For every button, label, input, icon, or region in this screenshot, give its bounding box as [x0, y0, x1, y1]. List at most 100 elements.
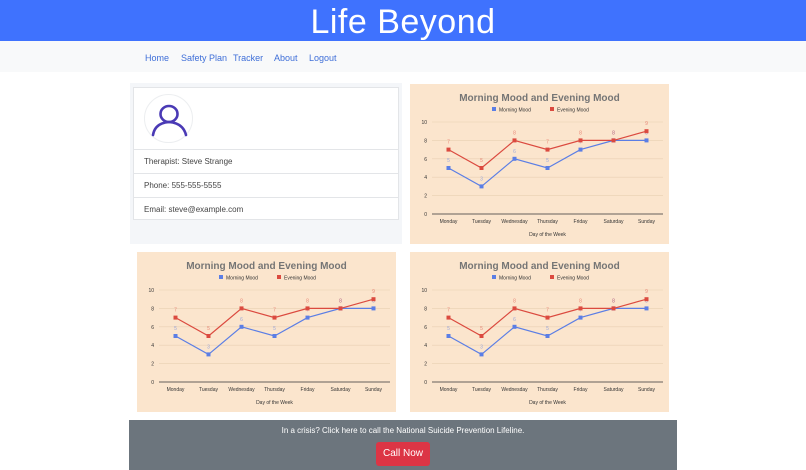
x-tick-label: Thursday: [537, 387, 558, 393]
data-label: 6: [513, 149, 516, 155]
crisis-footer: In a crisis? Click here to call the Nati…: [129, 420, 677, 470]
data-point: [644, 306, 649, 311]
data-label: 8: [579, 298, 582, 304]
legend-swatch-icon: [492, 275, 496, 279]
x-tick-label: Friday: [301, 387, 315, 393]
data-label: 3: [480, 176, 483, 182]
data-point: [272, 315, 277, 320]
legend-label: Morning Mood: [226, 276, 258, 282]
x-tick-label: Monday: [440, 219, 458, 225]
data-label: 8: [612, 298, 615, 304]
data-label: 5: [207, 326, 210, 332]
nav-logout[interactable]: Logout: [309, 53, 337, 63]
chart-title: Morning Mood and Evening Mood: [459, 93, 620, 104]
site-header: Life Beyond: [0, 0, 806, 41]
data-label: 8: [513, 130, 516, 136]
data-point: [578, 138, 583, 143]
y-tick-label: 6: [424, 325, 427, 331]
data-point: [611, 138, 616, 143]
legend-swatch-icon: [277, 275, 281, 279]
data-point: [239, 306, 244, 311]
data-point: [512, 156, 517, 161]
y-tick-label: 0: [424, 212, 427, 218]
data-point: [479, 166, 484, 170]
therapist-card: Therapist: Steve Strange Phone: 555-555-…: [133, 87, 399, 220]
y-tick-label: 8: [151, 306, 154, 312]
nav-about[interactable]: About: [274, 53, 298, 63]
data-label: 7: [447, 308, 450, 314]
therapist-name: Therapist: Steve Strange: [134, 149, 398, 172]
x-tick-label: Sunday: [638, 387, 655, 393]
x-tick-label: Saturday: [603, 387, 624, 393]
data-label: 8: [645, 298, 648, 304]
data-label: 5: [174, 326, 177, 332]
nav-home[interactable]: Home: [145, 53, 170, 63]
data-point: [479, 184, 484, 189]
call-now-button[interactable]: Call Now: [376, 442, 430, 466]
y-tick-label: 6: [151, 325, 154, 331]
data-label: 7: [546, 308, 549, 314]
legend-swatch-icon: [550, 275, 554, 279]
data-point: [512, 138, 517, 143]
data-point: [371, 306, 376, 311]
crisis-text[interactable]: In a crisis? Click here to call the Nati…: [281, 426, 525, 435]
data-label: 3: [480, 344, 483, 350]
data-label: 8: [339, 298, 342, 304]
y-tick-label: 2: [151, 362, 154, 368]
x-tick-label: Sunday: [638, 219, 655, 225]
y-tick-label: 10: [148, 288, 154, 294]
data-label: 5: [546, 326, 549, 332]
therapist-phone: Phone: 555-555-5555: [134, 173, 398, 196]
data-point: [239, 324, 244, 329]
y-tick-label: 10: [421, 288, 427, 294]
data-point: [338, 306, 343, 311]
data-point: [446, 334, 451, 338]
y-tick-label: 8: [424, 138, 427, 144]
legend-label: Morning Mood: [499, 108, 531, 114]
data-label: 9: [645, 289, 648, 295]
x-axis-label: Day of the Week: [256, 400, 293, 406]
data-label: 5: [273, 326, 276, 332]
data-label: 5: [447, 158, 450, 164]
legend-label: Evening Mood: [557, 108, 589, 114]
mood-chart-3: Morning Mood and Evening Mood Morning Moo…: [410, 252, 669, 412]
data-label: 8: [306, 298, 309, 304]
data-point: [272, 334, 277, 338]
mood-chart-2: Morning Mood and Evening Mood Morning Moo…: [137, 252, 396, 412]
y-tick-label: 10: [421, 120, 427, 126]
data-point: [479, 352, 484, 357]
data-point: [512, 324, 517, 329]
x-tick-label: Monday: [167, 387, 185, 393]
data-point: [545, 166, 550, 170]
data-label: 6: [240, 317, 243, 323]
data-point: [206, 334, 211, 338]
data-label: 8: [645, 130, 648, 136]
legend-swatch-icon: [492, 107, 496, 111]
data-point: [578, 147, 583, 152]
data-label: 8: [612, 130, 615, 136]
y-tick-label: 0: [424, 380, 427, 386]
x-tick-label: Friday: [574, 219, 588, 225]
data-label: 9: [645, 121, 648, 127]
data-point: [305, 315, 310, 320]
y-tick-label: 4: [424, 175, 427, 181]
data-point: [578, 315, 583, 320]
x-tick-label: Wednesday: [501, 219, 528, 225]
nav-tracker[interactable]: Tracker: [233, 53, 264, 63]
legend-swatch-icon: [550, 107, 554, 111]
therapist-panel: Therapist: Steve Strange Phone: 555-555-…: [130, 83, 402, 244]
data-point: [545, 315, 550, 320]
data-point: [611, 306, 616, 311]
y-tick-label: 0: [151, 380, 154, 386]
x-tick-label: Saturday: [603, 219, 624, 225]
data-label: 7: [174, 308, 177, 314]
data-label: 8: [372, 298, 375, 304]
chart-title: Morning Mood and Evening Mood: [459, 261, 620, 272]
nav-safety-plan[interactable]: Safety Plan: [181, 53, 228, 63]
data-label: 8: [339, 298, 342, 304]
data-label: 6: [513, 317, 516, 323]
nav-bar: Home Safety Plan Tracker About Logout: [0, 41, 806, 72]
x-tick-label: Saturday: [330, 387, 351, 393]
data-point: [479, 334, 484, 338]
data-label: 5: [447, 326, 450, 332]
